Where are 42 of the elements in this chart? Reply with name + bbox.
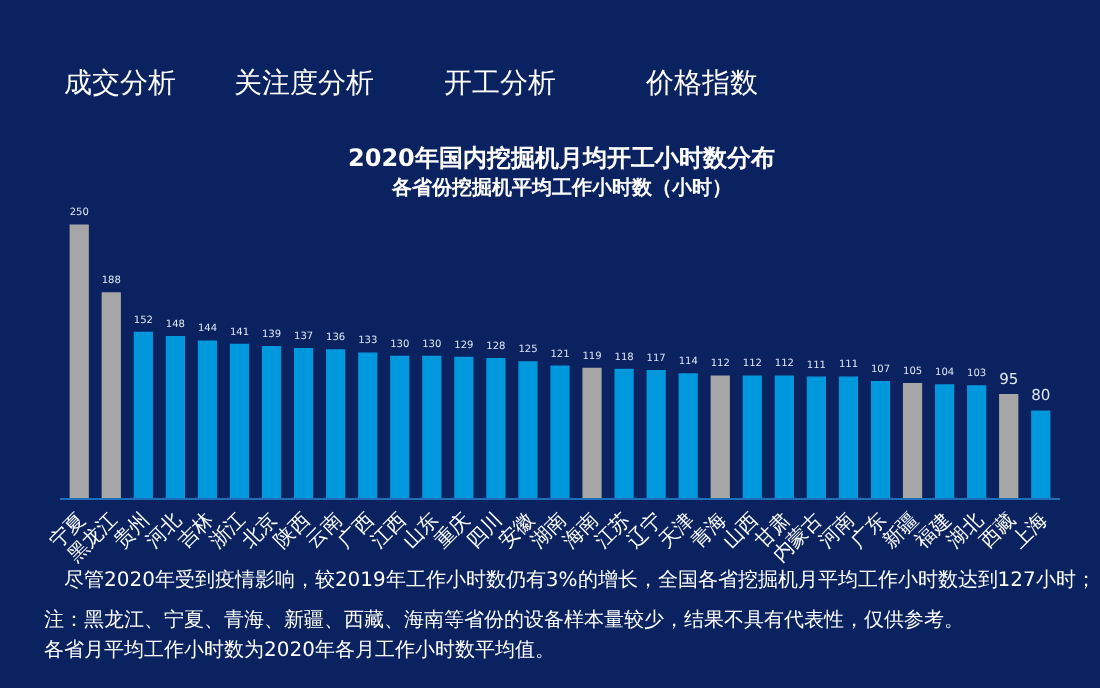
bar: [293, 348, 314, 498]
text: 成交分析: [64, 68, 176, 100]
chart-subtitle: 各省份挖掘机平均工作小时数（小时）: [390, 176, 732, 200]
text: 尽管2020年受到疫情影响，较2019年工作小时数仍有3%的增长，全国各省挖掘机月平均工作小时数达到127小时；: [64, 568, 1096, 592]
bar: [133, 331, 153, 498]
bar: [261, 345, 282, 498]
text: 价格指数: [644, 68, 758, 100]
bar: [582, 367, 602, 498]
bar: [774, 375, 794, 498]
text: 各省月平均工作小时数为2020年各月工作小时数平均值。: [44, 638, 555, 662]
text: 注：黑龙江、宁夏、青海、新疆、西藏、海南等省份的设备样本量较少，结果不具有代表性，仅供参考。: [44, 608, 964, 632]
bar: [614, 368, 634, 498]
bar: [935, 384, 955, 498]
bar: [870, 380, 891, 498]
bar: [454, 356, 474, 498]
chart-title: 2020年国内挖掘机月均开工小时数分布: [348, 144, 775, 172]
bar: [710, 375, 730, 498]
bar: [422, 355, 442, 498]
bar: [326, 349, 346, 498]
bar: [69, 224, 89, 498]
bar: [902, 383, 923, 498]
bar: [742, 375, 762, 498]
bar: [518, 361, 538, 498]
bar: [646, 369, 666, 498]
text: 关注度分析: [234, 68, 374, 100]
bar: [229, 343, 250, 498]
bar: [390, 355, 410, 498]
bar: [967, 385, 987, 498]
bar: [999, 394, 1019, 498]
bar: [1031, 410, 1051, 498]
bar: [550, 365, 570, 498]
data-label: 95: [999, 369, 1019, 388]
bar: [358, 352, 378, 498]
bar: [838, 376, 859, 498]
bar: [101, 292, 121, 498]
bar: [806, 376, 827, 498]
text: 开工分析: [444, 68, 556, 100]
bar: [165, 336, 185, 498]
bar: [486, 357, 506, 498]
bar: [678, 373, 698, 498]
data-label: 80: [1031, 385, 1051, 404]
bar: [197, 340, 218, 498]
